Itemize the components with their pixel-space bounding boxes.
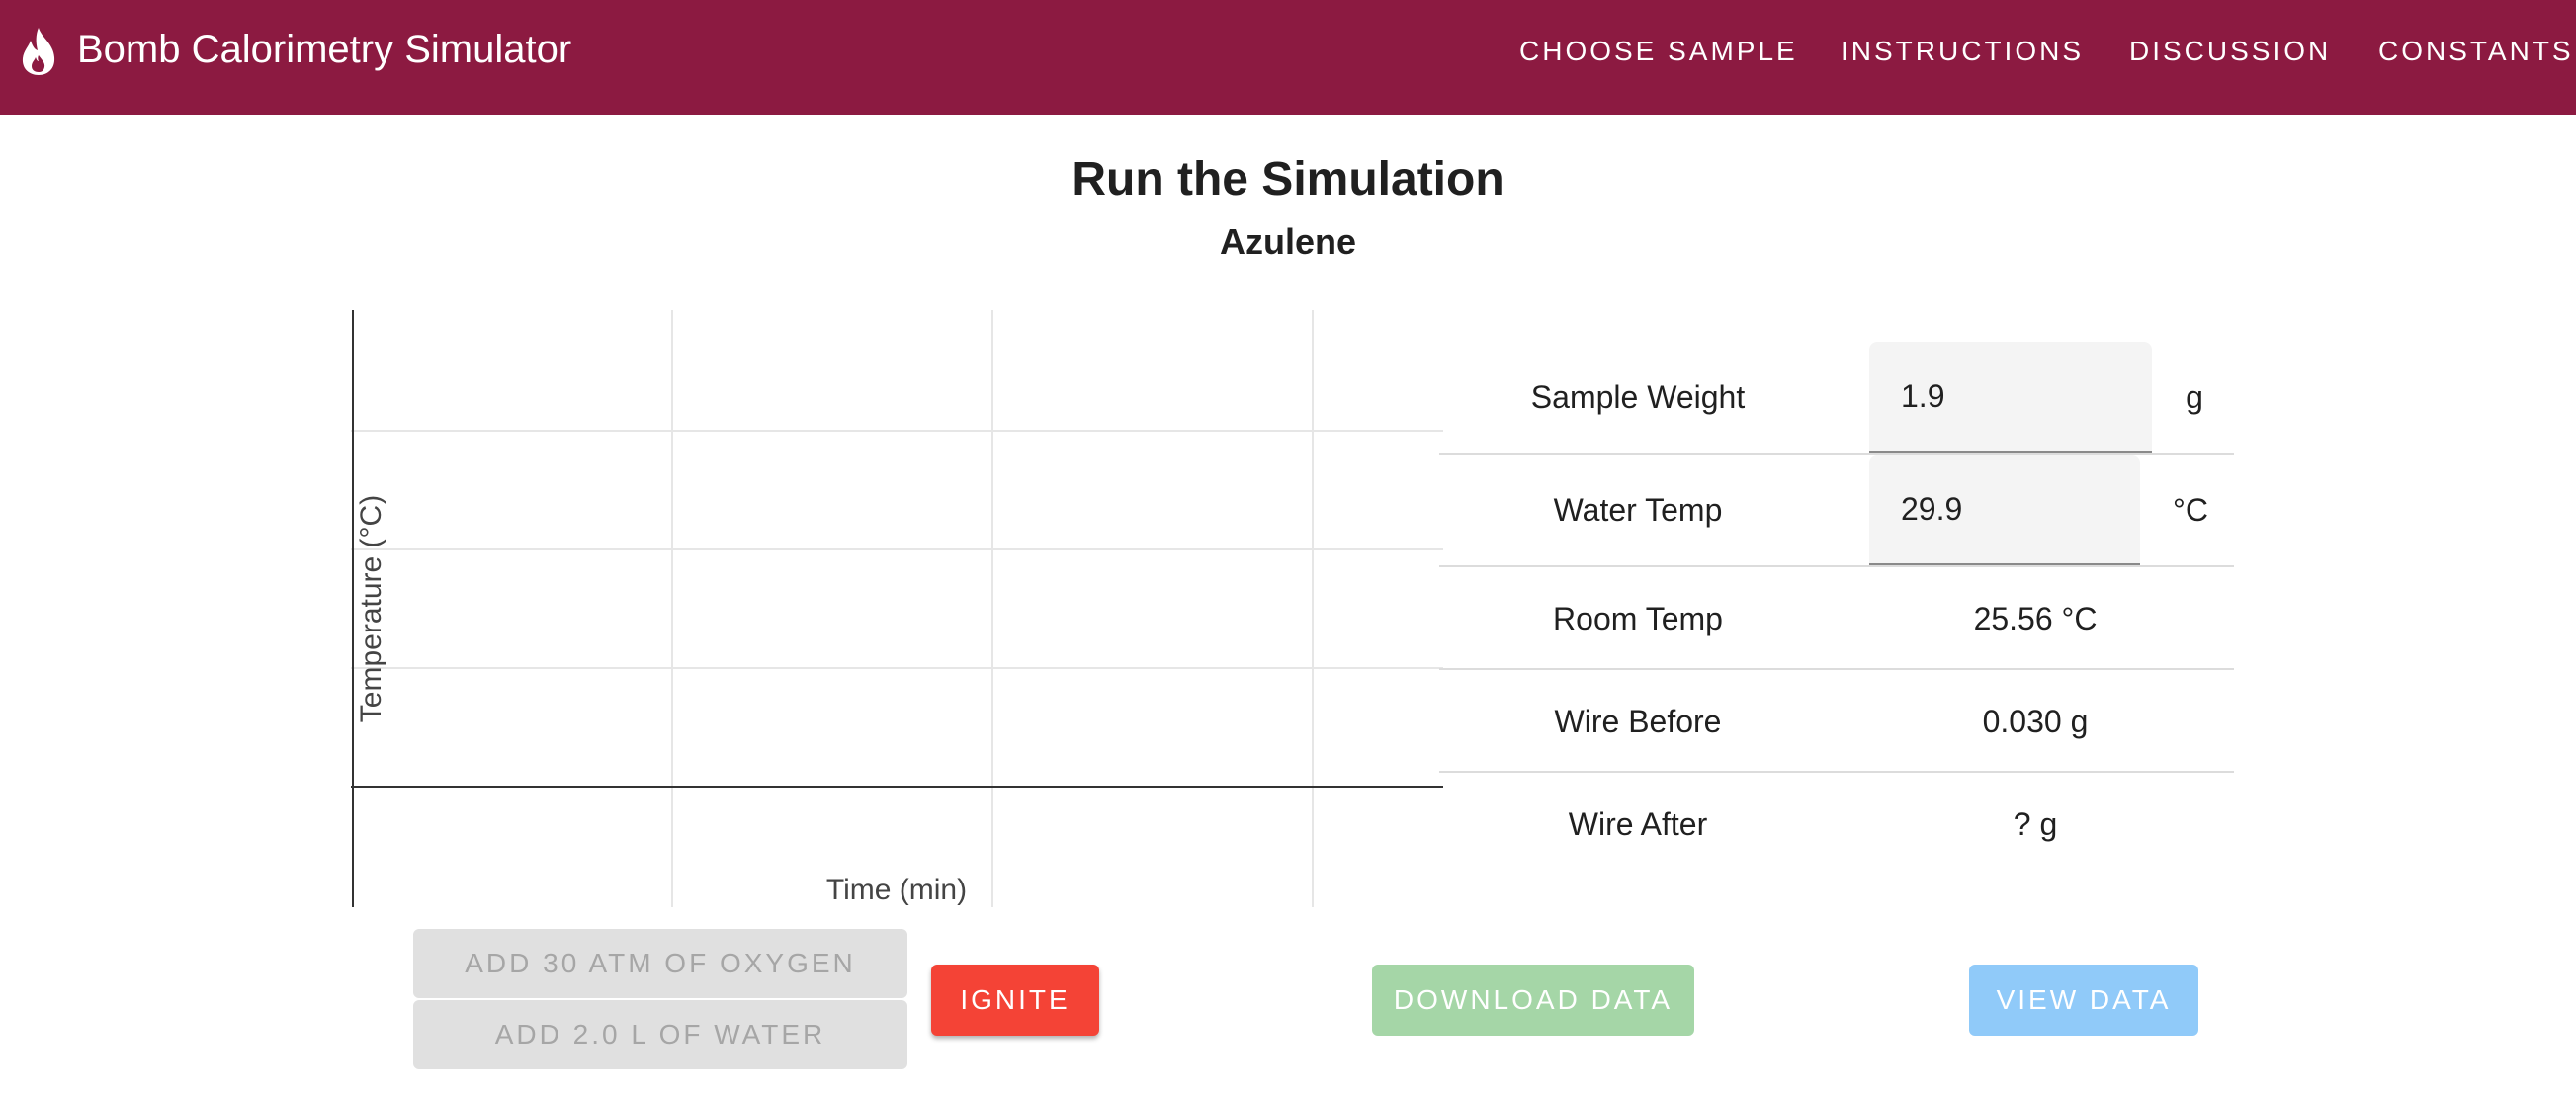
nav-choose-sample[interactable]: CHOOSE SAMPLE <box>1519 36 1798 66</box>
grid-lines <box>351 310 1443 907</box>
view-data-button[interactable]: VIEW DATA <box>1969 965 2198 1036</box>
water-temp-unit: °C <box>2173 492 2208 528</box>
divider <box>1439 668 2234 670</box>
divider <box>1439 453 2234 455</box>
add-water-button[interactable]: ADD 2.0 L OF WATER <box>413 1000 907 1069</box>
ignite-button[interactable]: IGNITE <box>931 965 1099 1036</box>
nav-constants[interactable]: CONSTANTS <box>2378 36 2574 66</box>
y-axis-label: Temperature (°C) <box>355 495 387 722</box>
divider <box>1439 565 2234 567</box>
water-temp-input[interactable] <box>1901 455 2132 563</box>
wire-before-row: Wire Before 0.030 g <box>1439 670 2234 771</box>
water-temp-label: Water Temp <box>1553 492 1723 528</box>
sample-weight-field[interactable] <box>1869 342 2152 453</box>
room-temp-row: Room Temp 25.56 °C <box>1439 567 2234 668</box>
download-data-button[interactable]: DOWNLOAD DATA <box>1372 965 1694 1036</box>
nav-discussion[interactable]: DISCUSSION <box>2129 36 2332 66</box>
sample-weight-row: Sample Weight <box>1439 342 2234 453</box>
x-axis-label: Time (min) <box>826 874 967 906</box>
sample-name: Azulene <box>1219 221 1357 262</box>
page-title: Run the Simulation <box>1072 153 1504 206</box>
room-temp-value: 25.56 °C <box>1973 601 2098 636</box>
sample-weight-input[interactable] <box>1901 342 2144 451</box>
app-bar: Bomb Calorimetry Simulator CHOOSE SAMPLE… <box>0 0 2576 115</box>
sample-weight-unit: g <box>2186 379 2203 415</box>
room-temp-label: Room Temp <box>1553 601 1723 636</box>
wire-after-label: Wire After <box>1568 806 1708 842</box>
app-title: Bomb Calorimetry Simulator <box>77 28 572 71</box>
sample-weight-label: Sample Weight <box>1530 379 1746 415</box>
add-oxygen-button[interactable]: ADD 30 ATM OF OXYGEN <box>413 929 907 998</box>
nav-instructions[interactable]: INSTRUCTIONS <box>1841 36 2084 66</box>
temperature-chart: Temperature (°C) Time (min) <box>351 310 1443 907</box>
wire-before-label: Wire Before <box>1554 704 1722 739</box>
water-temp-field[interactable] <box>1869 455 2140 565</box>
divider <box>1439 771 2234 773</box>
wire-after-row: Wire After ? g <box>1439 773 2234 874</box>
wire-before-value: 0.030 g <box>1982 704 2089 739</box>
wire-after-value: ? g <box>2013 806 2058 842</box>
water-temp-row: Water Temp <box>1439 455 2234 565</box>
flame-icon <box>22 28 55 75</box>
